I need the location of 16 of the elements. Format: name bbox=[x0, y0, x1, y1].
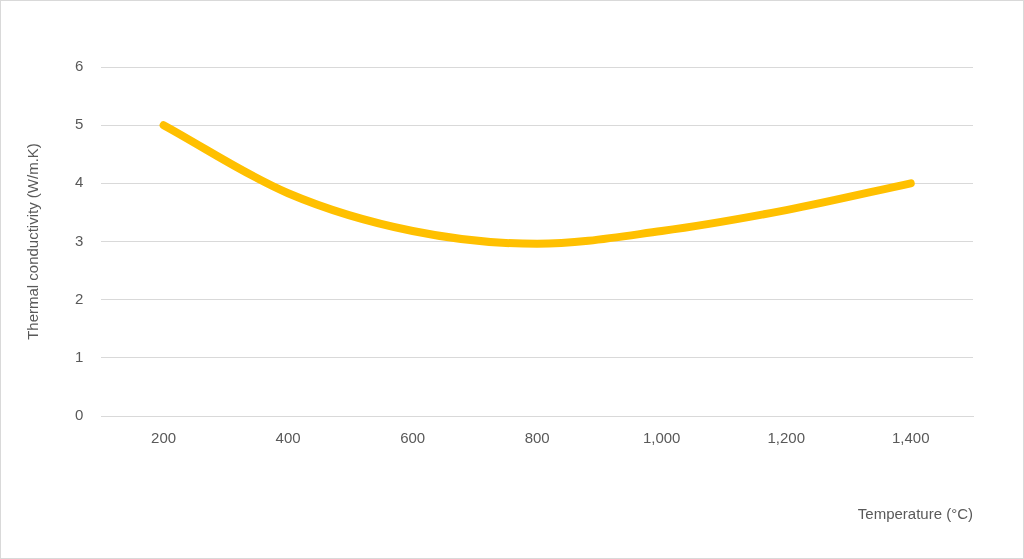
x-axis-title: Temperature (°C) bbox=[857, 505, 973, 523]
x-tick-label: 1,200 bbox=[767, 429, 805, 447]
x-tick-label: 1,000 bbox=[642, 429, 681, 447]
y-tick-label: 0 bbox=[75, 406, 84, 424]
y-tick-label: 2 bbox=[75, 289, 84, 307]
y-tick-label: 5 bbox=[75, 115, 84, 133]
y-tick-label: 6 bbox=[75, 57, 84, 75]
y-tick-label: 4 bbox=[75, 173, 84, 191]
x-tick-label: 400 bbox=[275, 429, 301, 447]
x-tick-label: 600 bbox=[400, 429, 426, 447]
x-tick-label: 800 bbox=[524, 429, 550, 447]
y-tick-label: 3 bbox=[75, 231, 84, 249]
x-tick-label: 1,400 bbox=[891, 429, 930, 447]
y-axis-title: Thermal conductivity (W/m.K) bbox=[24, 143, 42, 340]
x-tick-label: 200 bbox=[151, 429, 177, 447]
y-tick-label: 1 bbox=[75, 347, 84, 365]
